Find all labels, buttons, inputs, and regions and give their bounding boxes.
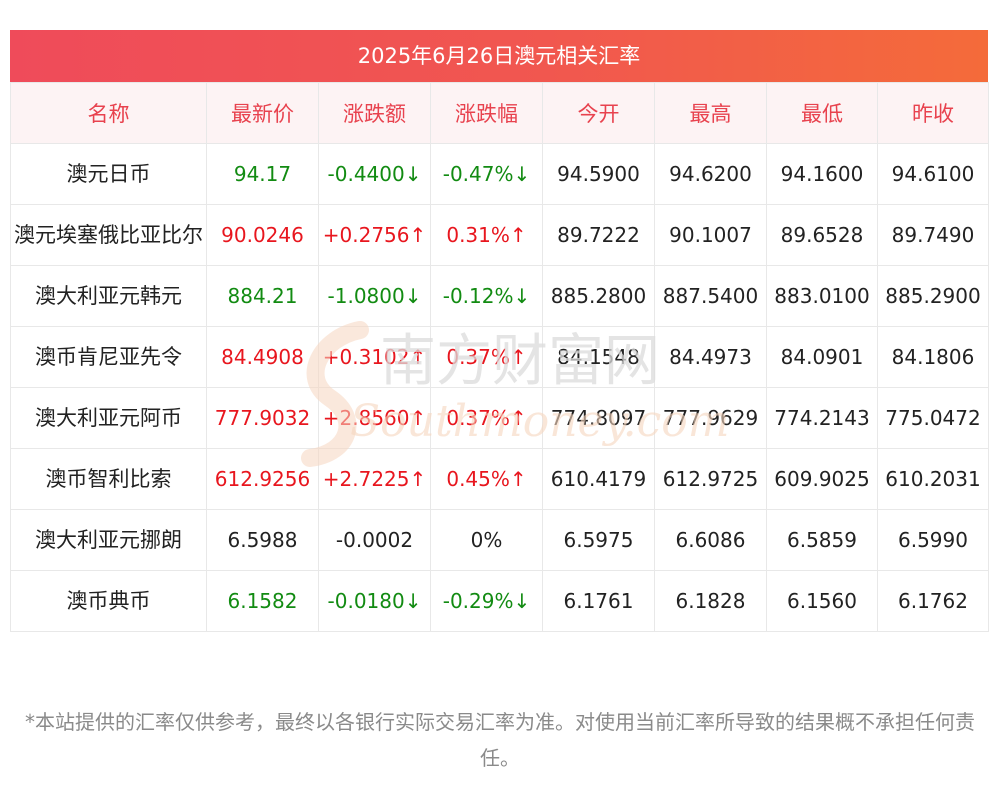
cell-latest: 777.9032 <box>206 387 319 449</box>
cell-high: 887.5400 <box>654 265 767 327</box>
col-header-prev: 昨收 <box>877 82 989 144</box>
cell-prev: 6.1762 <box>877 570 989 632</box>
cell-change: -0.0180↓ <box>318 570 431 632</box>
col-header-low: 最低 <box>766 82 878 144</box>
cell-high: 612.9725 <box>654 448 767 510</box>
cell-low: 94.1600 <box>766 143 878 205</box>
cell-open: 610.4179 <box>542 448 655 510</box>
table-row: 澳币智利比索 612.9256 +2.7225↑ 0.45%↑ 610.4179 612.… <box>10 448 989 510</box>
cell-change: -0.0002 <box>318 509 431 571</box>
cell-latest: 90.0246 <box>206 204 319 266</box>
cell-open: 84.1548 <box>542 326 655 388</box>
cell-low: 774.2143 <box>766 387 878 449</box>
cell-change: +0.3102↑ <box>318 326 431 388</box>
cell-change: -1.0800↓ <box>318 265 431 327</box>
cell-latest: 884.21 <box>206 265 319 327</box>
cell-name: 澳大利亚元挪朗 <box>10 509 207 571</box>
cell-high: 777.9629 <box>654 387 767 449</box>
rates-panel: 2025年6月26日澳元相关汇率 名称 最新价 涨跌额 涨跌幅 今开 最高 最低… <box>10 30 989 632</box>
cell-latest: 612.9256 <box>206 448 319 510</box>
col-header-name: 名称 <box>10 82 207 144</box>
cell-prev: 94.6100 <box>877 143 989 205</box>
cell-prev: 610.2031 <box>877 448 989 510</box>
table-row: 澳大利亚元韩元 884.21 -1.0800↓ -0.12%↓ 885.2800 887.… <box>10 265 989 327</box>
cell-open: 774.8097 <box>542 387 655 449</box>
table-row: 澳大利亚元挪朗 6.5988 -0.0002 0% 6.5975 6.6086 6.5859… <box>10 509 989 571</box>
cell-low: 6.5859 <box>766 509 878 571</box>
table-row: 澳元埃塞俄比亚比尔 90.0246 +0.2756↑ 0.31%↑ 89.7222 90.… <box>10 204 989 266</box>
col-header-change: 涨跌额 <box>318 82 431 144</box>
cell-low: 883.0100 <box>766 265 878 327</box>
cell-low: 84.0901 <box>766 326 878 388</box>
col-header-latest: 最新价 <box>206 82 319 144</box>
cell-open: 6.5975 <box>542 509 655 571</box>
cell-latest: 84.4908 <box>206 326 319 388</box>
rates-table: 名称 最新价 涨跌额 涨跌幅 今开 最高 最低 昨收 澳元日币 94.17 -0.4… <box>10 82 989 632</box>
cell-low: 609.9025 <box>766 448 878 510</box>
cell-high: 84.4973 <box>654 326 767 388</box>
table-title: 2025年6月26日澳元相关汇率 <box>10 30 988 82</box>
cell-name: 澳元埃塞俄比亚比尔 <box>10 204 207 266</box>
cell-pct: 0.37%↑ <box>430 326 543 388</box>
cell-open: 6.1761 <box>542 570 655 632</box>
cell-pct: 0.45%↑ <box>430 448 543 510</box>
cell-name: 澳币典币 <box>10 570 207 632</box>
cell-name: 澳大利亚元韩元 <box>10 265 207 327</box>
header-row: 名称 最新价 涨跌额 涨跌幅 今开 最高 最低 昨收 <box>10 82 989 144</box>
cell-change: +2.7225↑ <box>318 448 431 510</box>
cell-pct: 0.37%↑ <box>430 387 543 449</box>
rates-table-body: 澳元日币 94.17 -0.4400↓ -0.47%↓ 94.5900 94.6200 94… <box>10 143 989 632</box>
cell-prev: 775.0472 <box>877 387 989 449</box>
cell-prev: 89.7490 <box>877 204 989 266</box>
cell-name: 澳币智利比索 <box>10 448 207 510</box>
disclaimer: *本站提供的汇率仅供参考，最终以各银行实际交易汇率为准。对使用当前汇率所导致的结… <box>25 710 975 770</box>
cell-high: 6.6086 <box>654 509 767 571</box>
table-row: 澳元日币 94.17 -0.4400↓ -0.47%↓ 94.5900 94.6200 94… <box>10 143 989 205</box>
cell-pct: 0.31%↑ <box>430 204 543 266</box>
col-header-pct: 涨跌幅 <box>430 82 543 144</box>
cell-name: 澳元日币 <box>10 143 207 205</box>
cell-open: 94.5900 <box>542 143 655 205</box>
table-row: 澳币肯尼亚先令 84.4908 +0.3102↑ 0.37%↑ 84.1548 84.49… <box>10 326 989 388</box>
cell-open: 89.7222 <box>542 204 655 266</box>
cell-pct: -0.12%↓ <box>430 265 543 327</box>
cell-latest: 6.5988 <box>206 509 319 571</box>
cell-prev: 6.5990 <box>877 509 989 571</box>
cell-change: -0.4400↓ <box>318 143 431 205</box>
cell-prev: 885.2900 <box>877 265 989 327</box>
cell-latest: 94.17 <box>206 143 319 205</box>
cell-pct: -0.47%↓ <box>430 143 543 205</box>
cell-name: 澳大利亚元阿币 <box>10 387 207 449</box>
col-header-open: 今开 <box>542 82 655 144</box>
cell-open: 885.2800 <box>542 265 655 327</box>
col-header-high: 最高 <box>654 82 767 144</box>
cell-low: 6.1560 <box>766 570 878 632</box>
cell-latest: 6.1582 <box>206 570 319 632</box>
table-row: 澳大利亚元阿币 777.9032 +2.8560↑ 0.37%↑ 774.8097 777… <box>10 387 989 449</box>
cell-pct: -0.29%↓ <box>430 570 543 632</box>
cell-change: +2.8560↑ <box>318 387 431 449</box>
cell-high: 6.1828 <box>654 570 767 632</box>
cell-name: 澳币肯尼亚先令 <box>10 326 207 388</box>
cell-change: +0.2756↑ <box>318 204 431 266</box>
cell-high: 94.6200 <box>654 143 767 205</box>
cell-pct: 0% <box>430 509 543 571</box>
cell-high: 90.1007 <box>654 204 767 266</box>
cell-low: 89.6528 <box>766 204 878 266</box>
cell-prev: 84.1806 <box>877 326 989 388</box>
table-row: 澳币典币 6.1582 -0.0180↓ -0.29%↓ 6.1761 6.1828 6.1… <box>10 570 989 632</box>
